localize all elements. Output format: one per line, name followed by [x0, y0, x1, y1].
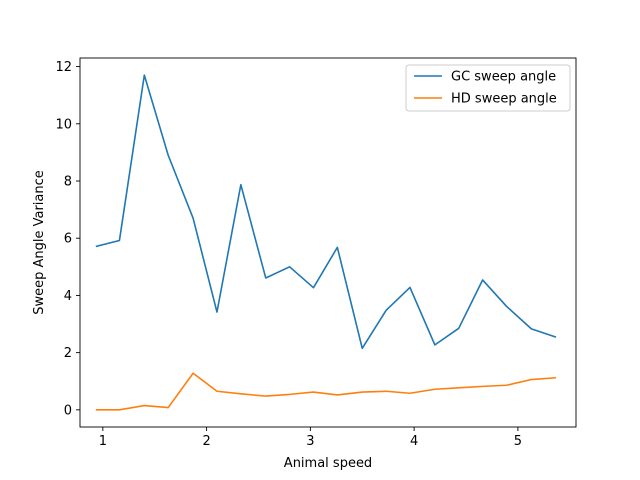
- x-tick-label: 1: [99, 434, 107, 449]
- y-axis-label: Sweep Angle Variance: [32, 170, 47, 315]
- y-tick-label: 4: [64, 289, 72, 304]
- series-line-1: [95, 372, 557, 411]
- y-tick-label: 12: [55, 60, 72, 75]
- legend-box: [405, 64, 571, 112]
- x-tick-label: 3: [306, 434, 314, 449]
- y-tick-label: 8: [64, 175, 72, 190]
- x-axis-ticks: 1 2 3 4 5: [99, 427, 522, 449]
- x-tick-label: 5: [514, 434, 522, 449]
- series-layer: [95, 74, 557, 411]
- y-axis-ticks: 0 2 4 6 8 10 12: [55, 60, 80, 418]
- y-tick-label: 10: [55, 117, 72, 132]
- y-tick-label: 2: [64, 346, 72, 361]
- x-tick-label: 4: [410, 434, 418, 449]
- legend-label-0: GC sweep angle: [451, 70, 556, 85]
- series-line-0: [95, 74, 557, 350]
- y-tick-label: 6: [64, 232, 72, 247]
- x-axis-label: Animal speed: [284, 456, 372, 471]
- x-tick-label: 2: [202, 434, 210, 449]
- legend: GC sweep angle HD sweep angle: [405, 64, 571, 112]
- plot-area-frame: [79, 57, 577, 428]
- legend-label-1: HD sweep angle: [451, 92, 557, 107]
- y-tick-label: 0: [64, 403, 72, 418]
